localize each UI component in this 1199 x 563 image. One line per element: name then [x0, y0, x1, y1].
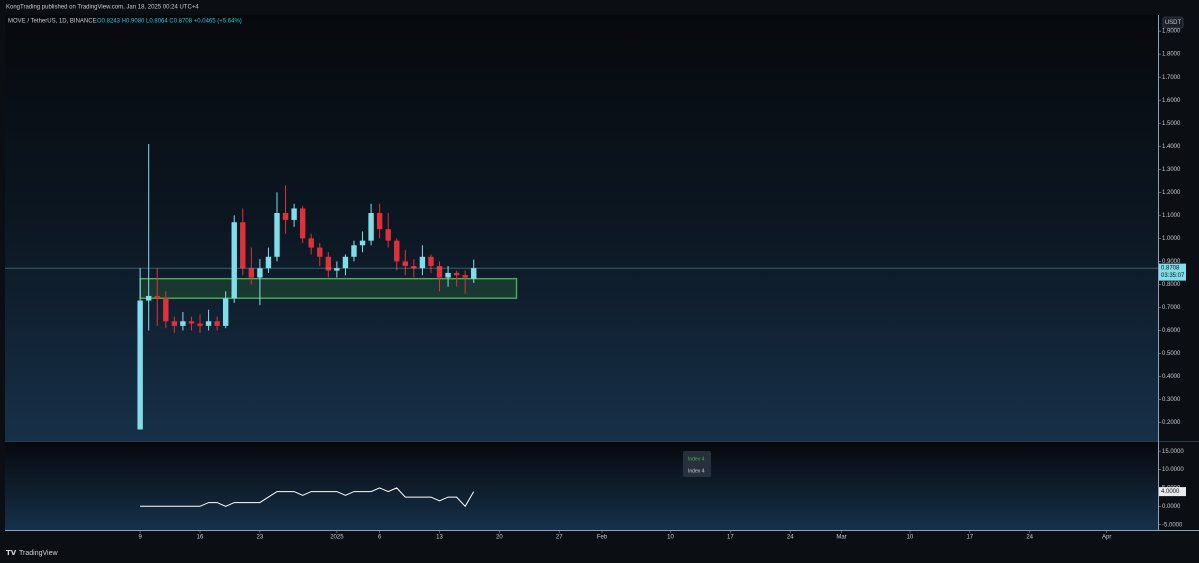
- y-tick-label: 0.6000: [1162, 328, 1181, 334]
- last-value-badge: [1159, 487, 1186, 497]
- x-tick-label: Feb: [597, 535, 608, 541]
- candle-body: [334, 268, 340, 271]
- x-tick-label: Apr: [1102, 535, 1111, 541]
- candle-body: [351, 245, 357, 257]
- candle-body: [359, 240, 366, 246]
- x-tick-label: 24: [787, 535, 794, 541]
- x-tick-label: 27: [556, 535, 563, 541]
- candle-body: [145, 295, 152, 301]
- candle-body: [180, 321, 186, 326]
- x-tick-label: 17: [727, 535, 734, 541]
- candle-body: [188, 321, 195, 324]
- y-tick-label: 1.7000: [1162, 75, 1181, 81]
- candle-body: [308, 238, 314, 248]
- candle-body: [231, 222, 237, 299]
- x-tick-label: 17: [966, 535, 973, 541]
- candle-body: [257, 268, 263, 278]
- footer-text: TradingView: [19, 550, 58, 557]
- x-tick-label: 10: [907, 535, 914, 541]
- candle-body: [299, 208, 306, 239]
- x-tick-label: 9: [138, 535, 142, 541]
- candle-body: [214, 321, 220, 326]
- indicator-line: [140, 487, 475, 508]
- candle-body: [342, 256, 349, 269]
- x-tick-label: 23: [257, 535, 264, 541]
- candle-body: [462, 275, 468, 278]
- y-tick-label: 1.8000: [1162, 52, 1181, 58]
- last-value-label: 4.0000: [1161, 489, 1180, 495]
- x-tick-label: 24: [1026, 535, 1033, 541]
- y-tick-label: 15.0000: [1162, 449, 1184, 455]
- last-price-badge: [1159, 263, 1186, 281]
- y-tick-label: 0.9000: [1162, 259, 1181, 265]
- candle-body: [163, 298, 169, 322]
- y-tick-label: 10.0000: [1162, 467, 1184, 473]
- candle-body: [137, 300, 143, 430]
- ohlc-text: O0.8243 H0.9080 L0.8064 C0.8708 +0.0465 …: [97, 19, 242, 25]
- y-tick-label: 1.9000: [1162, 29, 1181, 35]
- candle-body: [222, 298, 229, 326]
- candle-body: [205, 321, 212, 326]
- symbol-title: MOVE / TetherUS, 1D, BINANCE: [8, 19, 97, 25]
- candle-body: [197, 323, 203, 326]
- y-tick-label: 1.4000: [1162, 144, 1181, 150]
- candle-body: [419, 256, 426, 269]
- candle-body: [368, 213, 374, 241]
- candle-body: [240, 222, 246, 269]
- candle-body: [154, 295, 160, 299]
- y-tick-label: 1.3000: [1162, 167, 1181, 173]
- candle-body: [248, 268, 255, 278]
- x-tick-label: 6: [378, 535, 382, 541]
- y-tick-label: 1.6000: [1162, 98, 1181, 104]
- candle-body: [436, 265, 443, 278]
- candle-body: [453, 272, 460, 276]
- countdown-label: 03:35:07: [1161, 273, 1185, 279]
- tooltip-box: [683, 451, 711, 477]
- currency-badge[interactable]: [1162, 16, 1184, 29]
- x-tick-label: Mar: [836, 535, 846, 541]
- y-tick-label: 0.7000: [1162, 305, 1181, 311]
- y-tick-label: 1.5000: [1162, 121, 1181, 127]
- tooltip-label: Index 4: [688, 468, 705, 474]
- main-pane: [5, 15, 1158, 441]
- y-tick-label: 0.8000: [1162, 282, 1181, 288]
- x-tick-label: 10: [667, 535, 674, 541]
- candle-body: [274, 213, 280, 257]
- last-price-label: 0.8708: [1161, 266, 1180, 272]
- candle-body: [171, 321, 178, 326]
- candle-body: [411, 265, 417, 269]
- y-tick-label: 1.1000: [1162, 213, 1181, 219]
- x-tick-label: 20: [496, 535, 503, 541]
- candle-body: [428, 256, 434, 266]
- candle-body: [394, 240, 400, 262]
- candle-body: [445, 272, 451, 278]
- x-tick-label: 2025: [330, 535, 344, 541]
- y-tick-label: 0.3000: [1162, 397, 1181, 403]
- y-tick-label: 0.4000: [1162, 374, 1181, 380]
- y-tick-label: 0.2000: [1162, 420, 1181, 426]
- y-tick-label: 1.0000: [1162, 236, 1181, 242]
- candle-body: [325, 256, 332, 271]
- candle-body: [376, 213, 383, 230]
- candle-body: [265, 256, 272, 269]
- candle-body: [471, 268, 477, 279]
- y-tick-label: 0.0000: [1162, 504, 1181, 510]
- indicator-pane: [5, 442, 1158, 530]
- y-tick-label: 0.5000: [1162, 351, 1181, 357]
- x-tick-label: 16: [197, 535, 204, 541]
- candle-body: [402, 261, 408, 266]
- tooltip-label: Index 4: [688, 456, 705, 462]
- footer-logo: 𝗧𝗩: [6, 550, 17, 557]
- currency-label: USDT: [1165, 20, 1182, 26]
- candle-body: [282, 213, 289, 220]
- y-tick-label: 1.2000: [1162, 190, 1181, 196]
- x-tick-label: 13: [436, 535, 443, 541]
- publisher-text: KongTrading published on TradingView.com…: [6, 5, 199, 11]
- y-tick-label: -5.0000: [1162, 522, 1183, 528]
- candle-body: [385, 229, 391, 241]
- candle-body: [291, 208, 297, 220]
- candle-body: [317, 247, 323, 257]
- support-zone: [139, 277, 518, 299]
